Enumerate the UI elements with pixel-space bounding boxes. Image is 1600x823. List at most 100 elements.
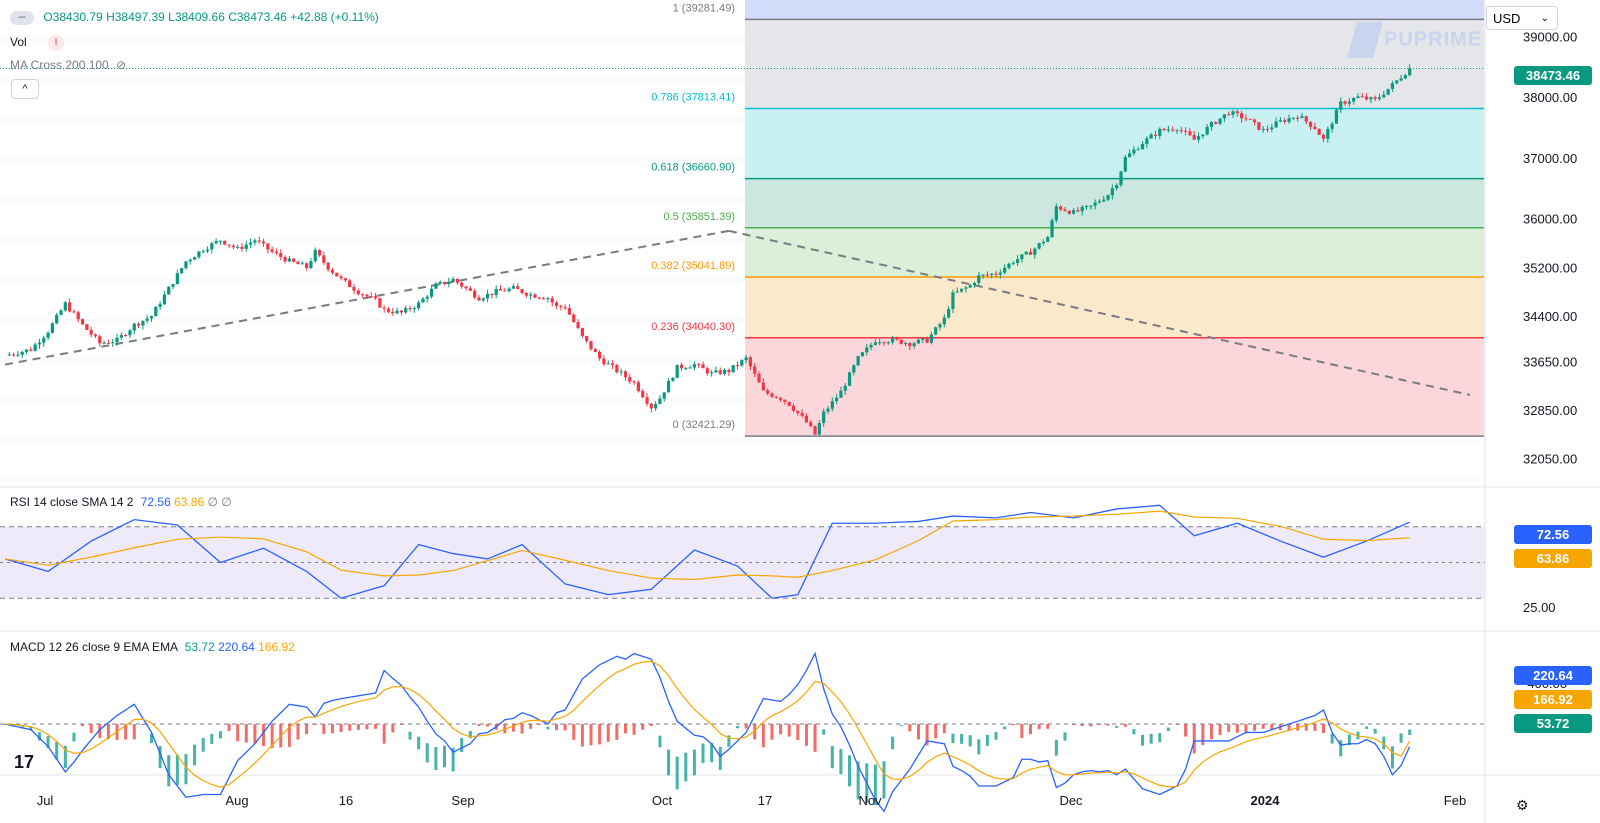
macd-hist-bar [1235,724,1239,733]
macd-hist-bar [1339,740,1343,757]
macd-hist-bar [710,743,714,763]
fib-label: 0.382 (35041.89) [651,260,735,272]
macd-hist-bar [443,745,446,768]
macd-hist-bar [287,724,291,747]
fib-zone [745,227,1484,277]
candle-body [93,334,98,337]
candle-body [692,364,697,368]
candle-body [55,314,59,324]
macd-hist-bar [908,724,912,732]
candle-body [994,273,998,275]
fib-label: 1 (39281.49) [673,2,735,14]
vol-legend: Vol ! [10,35,65,51]
menu-icon[interactable]: – [10,10,34,25]
macd-hist-bar [960,733,964,744]
macd-hist-bar [1287,724,1291,731]
candle-body [1140,144,1145,150]
macd-hist-bar [339,724,343,732]
macd-hist-bar [193,744,197,766]
candle-body [1287,118,1291,122]
candle-body [1235,111,1239,114]
candle-body [1205,126,1209,135]
price-tick-label: 35200.00 [1523,260,1577,275]
candle-body [800,413,804,416]
candle-body [572,314,576,323]
settings-gear-icon[interactable]: ⚙ [1516,797,1529,813]
candle-body [361,294,365,296]
candle-body [1110,188,1114,196]
macd-hist-bar [1209,724,1213,740]
candle-body [68,302,72,312]
macd-hist-bar [1011,724,1015,726]
candle-body [632,381,636,383]
candle-body [520,289,524,294]
macd-hist-bar [1020,724,1024,739]
candle-body [1050,220,1054,238]
candle-body [662,392,666,399]
macd-hist-bar [899,724,903,726]
candle-body [180,268,184,274]
price-tick-label: 38000.00 [1523,90,1577,105]
candle-body [132,323,136,331]
macd-hist-bar [1166,727,1170,732]
candle-body [464,286,468,289]
candle-body [744,357,748,361]
candle-body [1071,210,1076,214]
fib-label: 0.786 (37813.41) [651,92,735,104]
macd-label: MACD 12 26 close 9 EMA EMA [10,640,178,654]
candle-body [559,305,563,308]
macd-hist-bar [882,761,886,799]
candle-body [417,302,421,309]
candle-body [1403,75,1407,79]
fib-zone-top [745,0,1484,20]
candle-body [619,371,623,373]
collapse-button[interactable]: ^ [11,79,39,99]
candle-body [1356,96,1360,99]
macd-hist-bar [330,724,334,734]
candle-body [714,370,718,373]
candle-body [757,373,761,383]
candle-body [188,259,192,262]
candle-body [1153,134,1158,136]
candle-body [1330,123,1334,129]
rsi-sma-value: 63.86 [174,495,205,509]
currency-selector[interactable]: USD ⌄ [1486,6,1558,30]
macd-hist-bar [1322,724,1325,734]
candle-body [899,339,903,344]
macd-hist-bar [968,735,972,747]
candle-body [395,310,399,314]
rsi-line [4,504,1410,599]
candle-body [684,368,688,370]
macd-hist-bar [218,731,222,739]
macd-hist-bar [598,724,602,745]
ma-legend: MA Cross 200 100 ⊘ [10,58,126,72]
warning-icon[interactable]: ! [48,35,65,51]
price-tick-label: 32050.00 [1523,452,1577,467]
candle-body [442,281,447,284]
macd-hist-bar [1089,724,1093,727]
eye-hidden-icon[interactable]: ⊘ [116,58,127,72]
macd-hist-bar [1390,746,1394,769]
open-value: O38430.79 [43,10,103,24]
candle-body [490,293,494,295]
candle-body [908,343,912,347]
candle-body [1196,136,1201,140]
candle-body [317,249,322,256]
macd-hist-bar [210,733,214,744]
macd-hist-bar [718,746,722,770]
candle-body [429,288,434,297]
macd-hist-bar [563,724,567,731]
macd-hist-bar [382,724,386,744]
candle-body [1373,97,1377,99]
candle-body [671,377,675,381]
candle-body [460,282,464,287]
candle-body [1291,117,1295,119]
candle-body [817,423,821,435]
candle-body [330,269,335,273]
candle-body [42,337,46,343]
candle-body [783,399,787,402]
candle-body [791,405,796,411]
candle-body [697,364,701,366]
candle-body [1089,205,1093,207]
